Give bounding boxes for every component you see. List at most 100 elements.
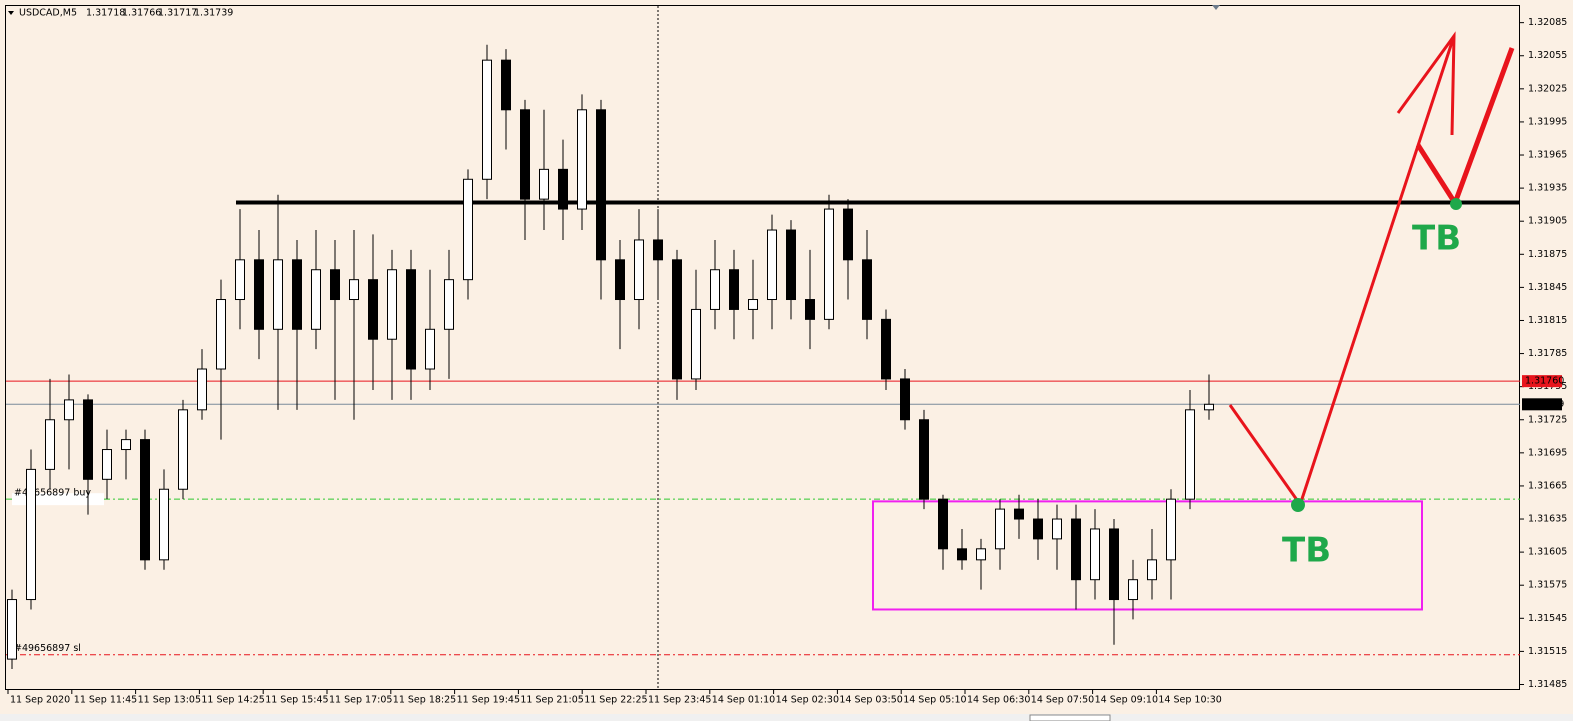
axis-layer: 1.32085 1.32055 1.32025 1.31995 1.31965 1.319… [7,17,1567,706]
range-box [872,500,1423,611]
shift-marker [1212,5,1220,10]
scrollbar[interactable] [0,714,1573,721]
drawings: ТВ ТВ [1228,31,1515,571]
symbol: USDCAD,M5 [19,8,77,19]
x-tick-label: 11 Sep 13:05 [138,695,201,706]
candle-body [805,299,815,320]
candle-body [1071,518,1081,581]
x-tick-label: 14 Sep 03:50 [839,695,902,706]
candles [7,44,1214,670]
candle-body [520,109,530,200]
candle-body [653,239,663,261]
candle-body [748,299,758,310]
candle-body [1128,579,1138,601]
candle-body [216,299,226,370]
x-tick-label: 14 Sep 05:10 [903,695,966,706]
candle-body [539,168,549,200]
candle-body [406,269,416,370]
y-tick-label: 1.31575 [1528,580,1567,591]
candle-body [140,439,150,561]
x-tick-label: 14 Sep 01:10 [712,695,775,706]
candle-body [634,239,644,301]
y-tick-label: 1.31605 [1528,547,1567,558]
scroll-thumb[interactable] [1029,714,1111,721]
y-tick-label: 1.32085 [1528,17,1567,28]
y-tick-label: 1.31785 [1528,348,1567,359]
y-tick-label: 1.31995 [1528,116,1567,127]
candle-body [121,439,131,451]
candle-body [900,378,910,421]
candle-body [767,229,777,301]
y-tick-label: 1.31635 [1528,514,1567,525]
candle-body [482,59,492,180]
y-tick-label: 1.31845 [1528,282,1567,293]
candle-body [102,449,112,480]
y-tick-label: 1.31905 [1528,216,1567,227]
x-tick-label: 11 Sep 18:25 [393,695,456,706]
candle-body [197,368,207,411]
candle-body [1109,528,1119,601]
x-tick-label: 11 Sep 17:05 [329,695,392,706]
x-tick-label: 14 Sep 07:50 [1031,695,1094,706]
y-tick-label: 1.31665 [1528,480,1567,491]
x-tick-label: 11 Sep 21:05 [520,695,583,706]
candle-body [178,409,188,490]
arrow-stroke [1298,35,1456,506]
candle-body [292,259,302,330]
candle-body [64,399,74,421]
x-tick-label: 14 Sep 02:30 [776,695,839,706]
order-label: #49656897 buy [14,488,91,499]
y-tick-label: 1.31725 [1528,414,1567,425]
candle-body [273,259,283,330]
candle-body [919,419,929,500]
y-tick-label: 1.31515 [1528,646,1567,657]
x-tick-label: 11 Sep 19:45 [457,695,520,706]
y-tick-label: 1.31815 [1528,315,1567,326]
x-tick-label: 11 Sep 14:25 [201,695,264,706]
price-tag-bg [1522,398,1562,411]
candle-body [691,308,701,380]
x-tick-label: 14 Sep 09:10 [1095,695,1158,706]
candle-body [1052,518,1062,540]
y-tick-label: 1.31965 [1528,150,1567,161]
candle-body [672,259,682,380]
candle-body [159,488,169,561]
annotation: ТВ [1282,531,1331,571]
candle-body [7,599,17,660]
y-tick-label: 1.31485 [1528,679,1567,690]
x-tick-label: 11 Sep 23:45 [648,695,711,706]
candle-body [786,229,796,301]
candle-body [824,208,834,320]
x-tick-label: 11 Sep 2020 [10,695,70,706]
x-tick-label: 11 Sep 15:45 [265,695,328,706]
candle-body [1166,498,1176,561]
price-tag: 1.31760 [1525,376,1564,387]
x-tick-label: 11 Sep 22:25 [584,695,647,706]
candle-body [463,178,473,281]
header-close: 1.31739 [194,8,233,19]
menu-triangle[interactable] [8,11,14,15]
arrow-stroke [1228,404,1299,501]
candle-body [45,419,55,470]
candle-body [330,269,340,301]
candle-body [425,328,435,370]
candle-body [235,259,245,301]
header-high: 1.31766 [122,8,161,19]
y-tick-label: 1.31695 [1528,447,1567,458]
candle-body [501,59,511,111]
candle-body [710,269,720,310]
candle-body [729,269,739,310]
x-tick-label: 14 Sep 10:30 [1158,695,1221,706]
order-label: #49656897 sl [14,643,81,654]
marker-dot [1291,498,1305,512]
candle-body [976,548,986,561]
y-tick-label: 1.31545 [1528,613,1567,624]
candle-body [387,269,397,340]
y-tick-label: 1.31935 [1528,183,1567,194]
candle-body [957,548,967,561]
candle-body [83,399,93,480]
marker-dot [1450,198,1462,210]
candle-body [254,259,264,330]
